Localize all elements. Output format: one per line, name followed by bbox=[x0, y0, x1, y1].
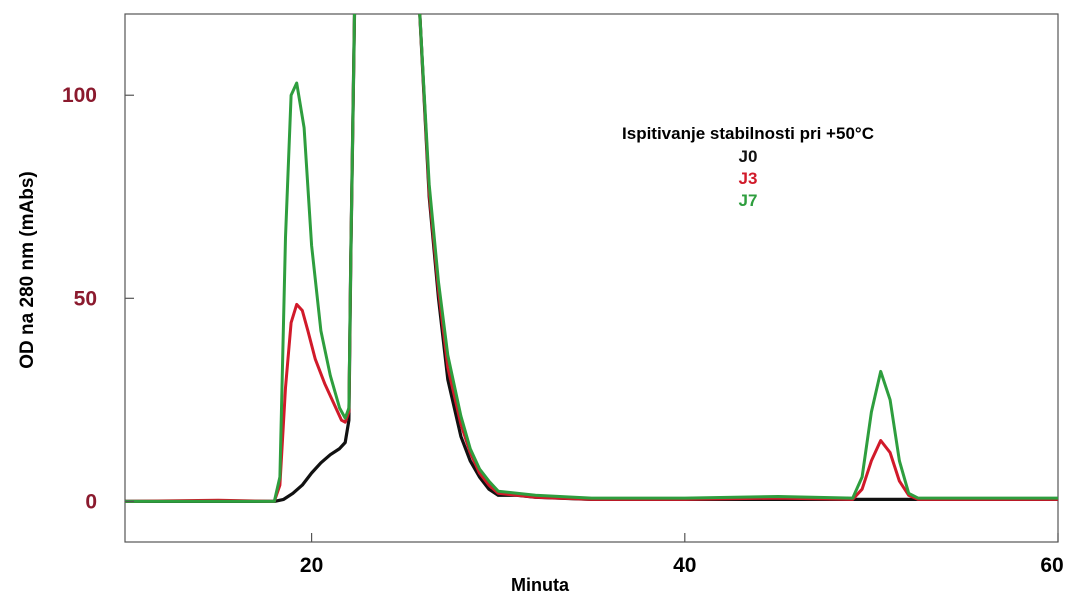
x-tick-label: 20 bbox=[300, 554, 323, 577]
y-tick-label: 100 bbox=[62, 84, 97, 107]
y-axis-title: OD na 280 nm (mAbs) bbox=[17, 171, 38, 368]
x-tick-label: 60 bbox=[1040, 554, 1063, 577]
tick-layer: 0 50 100 20 40 60 bbox=[62, 84, 1064, 577]
legend: Ispitivanje stabilnosti pri +50°C J0 J3 … bbox=[622, 124, 874, 210]
x-tick-label: 40 bbox=[673, 554, 696, 577]
legend-entry-j7: J7 bbox=[739, 191, 758, 210]
legend-entry-j0: J0 bbox=[739, 147, 758, 166]
series-line-j7 bbox=[125, 14, 1058, 503]
legend-title: Ispitivanje stabilnosti pri +50°C bbox=[622, 124, 874, 143]
series-layer bbox=[125, 14, 1058, 503]
y-tick-label: 50 bbox=[74, 287, 97, 310]
legend-entry-j3: J3 bbox=[739, 169, 758, 188]
x-axis-title: Minuta bbox=[511, 575, 570, 593]
plot-frame bbox=[124, 13, 1059, 543]
y-tick-label: 0 bbox=[85, 490, 97, 513]
